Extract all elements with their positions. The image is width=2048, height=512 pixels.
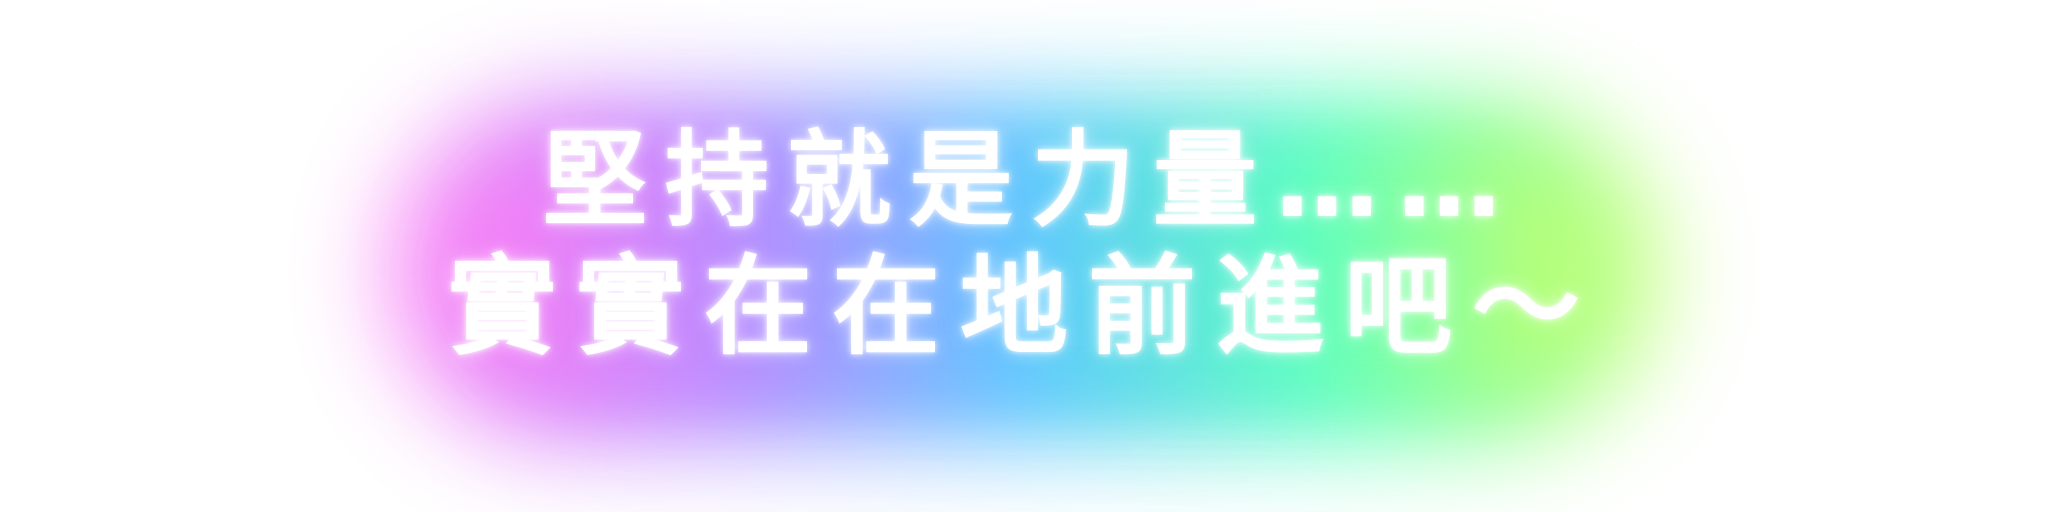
rainbow-glow-core [470,140,1580,400]
caption-line-1: 堅持就是力量…… [542,119,1519,241]
caption-line-2: 實實在在地前進吧～ [447,245,1600,370]
caption-text: 堅持就是力量…… 實實在在地前進吧～ [0,128,2048,362]
